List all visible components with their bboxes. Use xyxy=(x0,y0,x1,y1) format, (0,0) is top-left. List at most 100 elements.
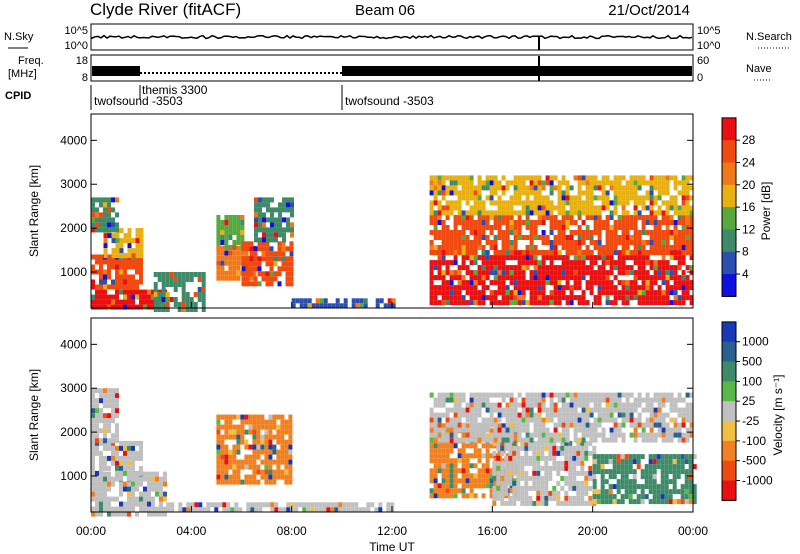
heatmap-cell-1 xyxy=(91,289,167,310)
colorbar-swatch xyxy=(722,251,736,275)
cpid-segment-1: twofsound -3503 xyxy=(94,94,183,108)
heatmap-cell-9 xyxy=(254,197,294,243)
freq-trace-block-2 xyxy=(342,66,692,76)
ytick-label: 1000 xyxy=(60,265,87,279)
velocity-heatmap xyxy=(91,388,697,517)
heatmap-cell-3 xyxy=(91,388,119,444)
colorbar-swatch xyxy=(722,274,736,297)
freq-tick-top: 18 xyxy=(76,55,88,67)
date-label: 21/Oct/2014 xyxy=(608,2,690,19)
colorbar-swatch xyxy=(722,117,736,141)
colorbar-tick-label: 25 xyxy=(742,394,756,408)
heatmap-cell-2 xyxy=(91,440,143,481)
heatmap-cell-10 xyxy=(291,298,396,309)
noise-panel-frame xyxy=(90,23,694,51)
heatmap-cell-5 xyxy=(153,272,206,312)
colorbar-tick-label: 500 xyxy=(742,355,762,369)
noise-right-tick-top: 10^5 xyxy=(697,25,721,37)
colorbar-tick-label: 16 xyxy=(742,200,756,214)
noise-right-tick-bottom: 10^0 xyxy=(697,40,721,52)
ytick-label: 4000 xyxy=(60,337,87,351)
ytick-label: 1000 xyxy=(60,469,87,483)
xtick-label: 00:00 xyxy=(678,524,708,538)
heatmap-cell-5 xyxy=(166,502,395,513)
cpid-segment-2: themis 3300 xyxy=(142,83,208,97)
noise-trace xyxy=(91,34,693,40)
heatmap-cell-3 xyxy=(103,228,144,259)
time-axis-label: Time UT xyxy=(369,540,415,554)
colorbar-tick-label: 20 xyxy=(742,178,756,192)
cpid-label: CPID xyxy=(5,90,31,102)
freq-label-line1: Freq. xyxy=(18,55,44,67)
colorbar-tick-label: -500 xyxy=(742,454,766,468)
velocity-yticks: 1000 2000 3000 4000 xyxy=(60,337,693,483)
colorbar-swatch xyxy=(722,460,736,482)
colorbar-swatch xyxy=(722,162,736,186)
xtick-label: 04:00 xyxy=(176,524,206,538)
nave-tick-bottom: 0 xyxy=(697,72,703,84)
colorbar-tick-label: -1000 xyxy=(742,474,773,488)
ytick-label: 2000 xyxy=(60,425,87,439)
colorbar-swatch xyxy=(722,361,736,382)
heatmap-cell-8 xyxy=(241,241,294,287)
colorbar-swatch xyxy=(722,440,736,462)
colorbar-swatch xyxy=(722,321,736,343)
colorbar-tick-label: -100 xyxy=(742,434,766,448)
heatmap-cell-12 xyxy=(429,215,694,255)
xtick-label: 16:00 xyxy=(477,524,507,538)
noise-right-label: N.Search xyxy=(746,31,792,43)
colorbar-swatch xyxy=(722,207,736,230)
freq-tick-bottom: 8 xyxy=(82,72,88,84)
xtick-label: 00:00 xyxy=(76,524,106,538)
xtick-label: 08:00 xyxy=(277,524,307,538)
nave-label: Nave xyxy=(746,63,772,75)
colorbar-tick-label: 28 xyxy=(742,133,756,147)
colorbar-tick-label: 1000 xyxy=(742,335,769,349)
ytick-label: 4000 xyxy=(60,133,87,147)
colorbar-tick-label: 24 xyxy=(742,156,756,170)
freq-panel-frame xyxy=(90,54,694,82)
heatmap-cell-8 xyxy=(592,454,697,505)
velocity-colorbar-label: Velocity [m s⁻¹] xyxy=(771,374,785,455)
heatmap-cell-13 xyxy=(429,175,694,216)
power-yticks: 1000 2000 3000 4000 xyxy=(60,133,693,279)
colorbar-frame xyxy=(721,321,737,501)
colorbar-swatch xyxy=(722,421,736,442)
freq-label-line2: [MHz] xyxy=(8,68,37,80)
colorbar-tick-label: 12 xyxy=(742,222,756,236)
colorbar-swatch xyxy=(722,341,736,363)
colorbar-tick-label: 8 xyxy=(742,245,749,259)
cpid-segment-3: twofsound -3503 xyxy=(345,94,434,108)
noise-left-tick-top: 10^5 xyxy=(64,25,88,37)
power-ylabel: Slant Range [km] xyxy=(27,165,41,257)
colorbar-tick-label: 4 xyxy=(742,267,749,281)
colorbar-swatch xyxy=(722,184,736,208)
colorbar-swatch xyxy=(722,381,736,402)
heatmap-cell-4 xyxy=(91,197,119,233)
freq-trace-block-1 xyxy=(92,66,140,76)
xtick-label: 12:00 xyxy=(377,524,407,538)
nave-tick-top: 60 xyxy=(697,55,709,67)
time-axis-ticks: 00:00 04:00 08:00 12:00 16:00 20:00 00:00 xyxy=(76,302,708,538)
beam-label: Beam 06 xyxy=(355,2,415,19)
noise-left-label: N.Sky xyxy=(4,31,34,43)
noise-left-tick-bottom: 10^0 xyxy=(64,40,88,52)
ytick-label: 3000 xyxy=(60,177,87,191)
power-colorbar-label: Power [dB] xyxy=(759,182,773,241)
colorbar-tick-label: 100 xyxy=(742,374,762,388)
colorbar-swatch xyxy=(722,401,736,422)
velocity-colorbar: 1000 500 100 25 -25 -100 -500 -1000 xyxy=(721,321,773,501)
heatmap-cell-11 xyxy=(429,250,694,306)
colorbar-swatch xyxy=(722,140,736,163)
heatmap-cell-7 xyxy=(216,215,245,250)
power-colorbar: 4 8 12 16 20 24 28 xyxy=(721,117,756,297)
power-heatmap xyxy=(91,175,694,312)
ytick-label: 3000 xyxy=(60,381,87,395)
velocity-ylabel: Slant Range [km] xyxy=(27,369,41,461)
xtick-label: 20:00 xyxy=(578,524,608,538)
station-title: Clyde River (fitACF) xyxy=(90,0,241,19)
heatmap-cell-9 xyxy=(429,392,694,443)
heatmap-cell-2 xyxy=(91,254,143,290)
